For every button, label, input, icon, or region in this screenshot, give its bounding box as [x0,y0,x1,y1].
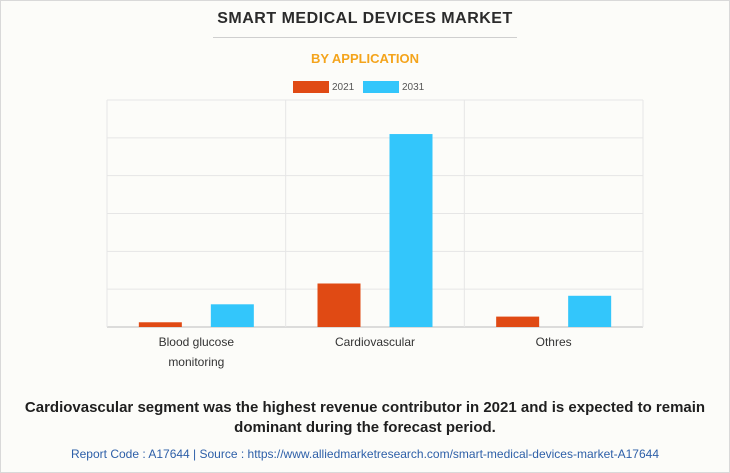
chart-caption: Cardiovascular segment was the highest r… [24,399,706,436]
legend-item-2031: 2031 [363,80,424,94]
chart-subtitle: BY APPLICATION [310,51,420,66]
chart-title: SMART MEDICAL DEVICES MARKET [217,10,513,27]
legend-swatch-2021 [293,81,329,93]
title-divider [213,37,517,38]
bar-2031-othres [568,295,612,327]
bar-2031-blood-glucose-monitoring [210,304,254,327]
x-tick-label: Blood glucose monitoring [158,335,235,369]
legend-label-2031: 2031 [402,81,425,93]
legend-item-2021: 2021 [293,80,354,94]
bar-2021-othres [496,316,540,327]
report-source-footer: Report Code : A17644 | Source : https://… [70,447,660,461]
chart-legend: 2021 2031 [0,80,730,94]
bar-2021-blood-glucose-monitoring [138,322,182,327]
legend-swatch-2031 [363,81,399,93]
bar-2031-cardiovascular [389,134,433,327]
legend-label-2021: 2021 [332,81,355,93]
x-tick-label: Cardiovascular [334,335,416,349]
x-tick-label: Othres [535,335,572,349]
bar-2021-cardiovascular [317,283,361,327]
